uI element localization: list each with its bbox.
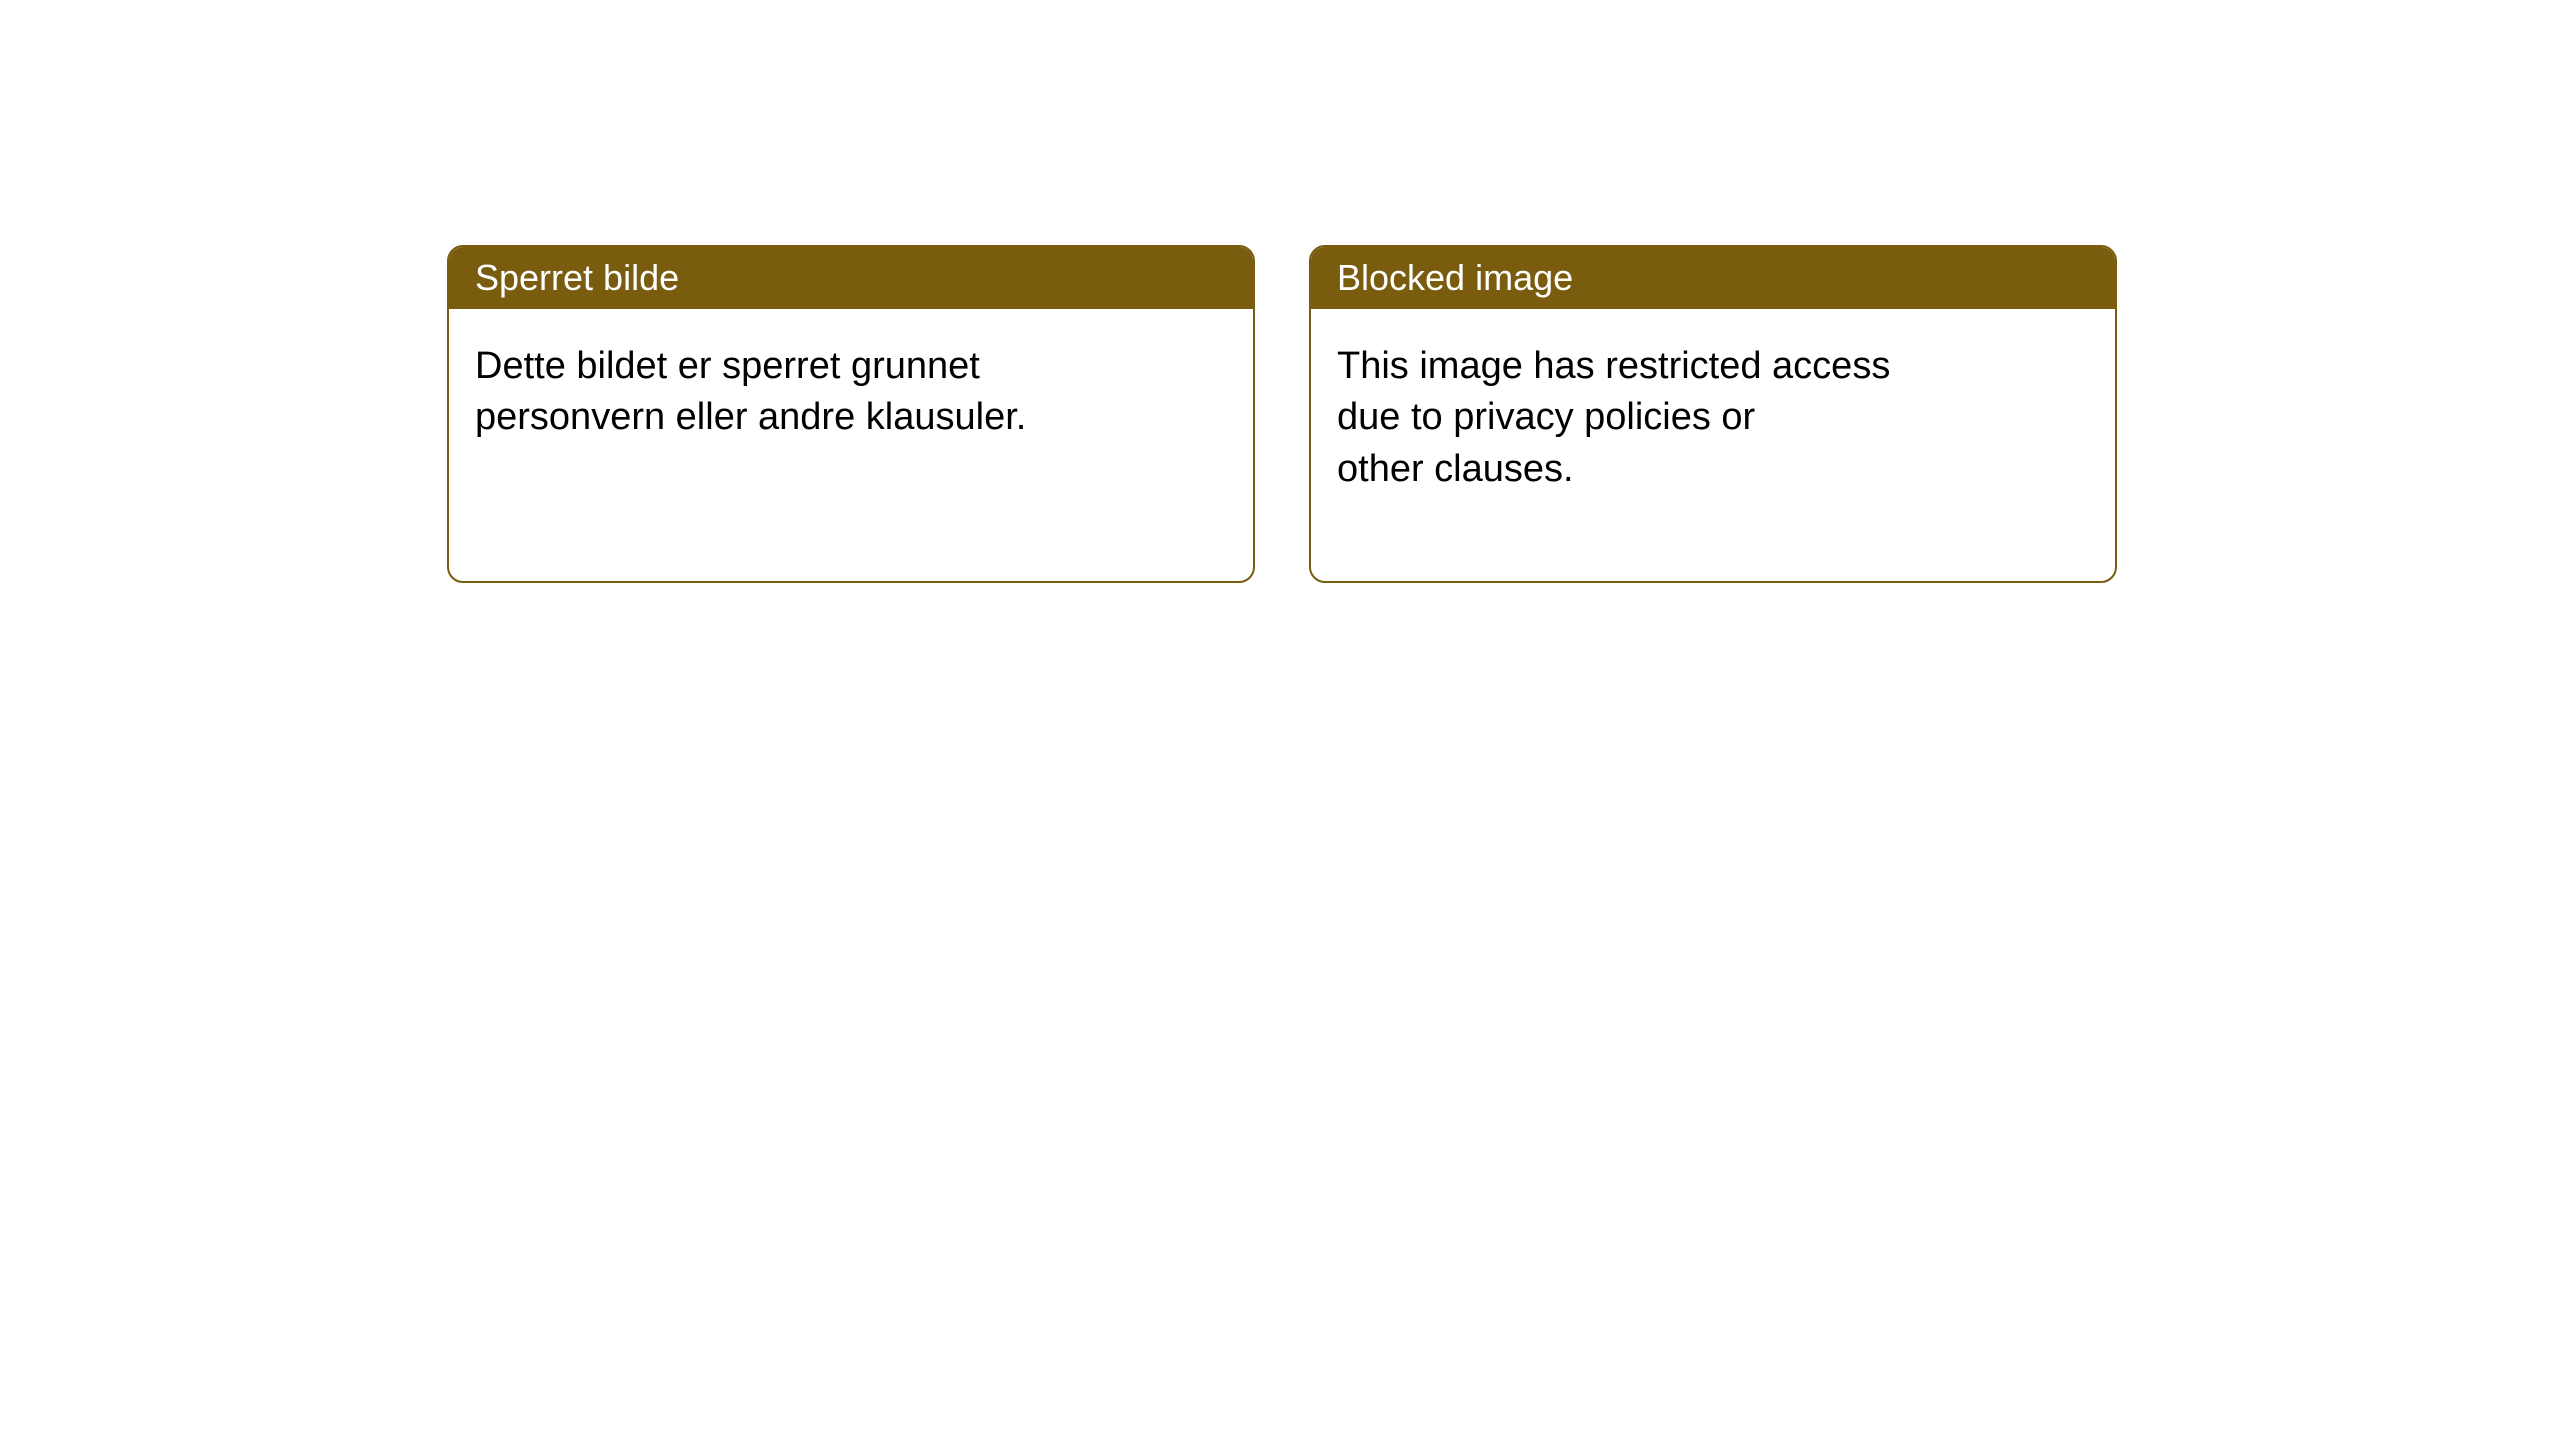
notice-card-header: Blocked image <box>1311 247 2115 309</box>
notice-cards-container: Sperret bilde Dette bildet er sperret gr… <box>447 245 2117 583</box>
notice-card-en: Blocked image This image has restricted … <box>1309 245 2117 583</box>
notice-card-header: Sperret bilde <box>449 247 1253 309</box>
notice-card-body: Dette bildet er sperret grunnet personve… <box>449 309 1253 476</box>
notice-card-text: Dette bildet er sperret grunnet personve… <box>475 341 1227 444</box>
notice-card-text: This image has restricted access due to … <box>1337 341 2089 495</box>
notice-card-title: Blocked image <box>1337 257 1573 298</box>
notice-card-body: This image has restricted access due to … <box>1311 309 2115 527</box>
notice-card-title: Sperret bilde <box>475 257 679 298</box>
notice-card-no: Sperret bilde Dette bildet er sperret gr… <box>447 245 1255 583</box>
